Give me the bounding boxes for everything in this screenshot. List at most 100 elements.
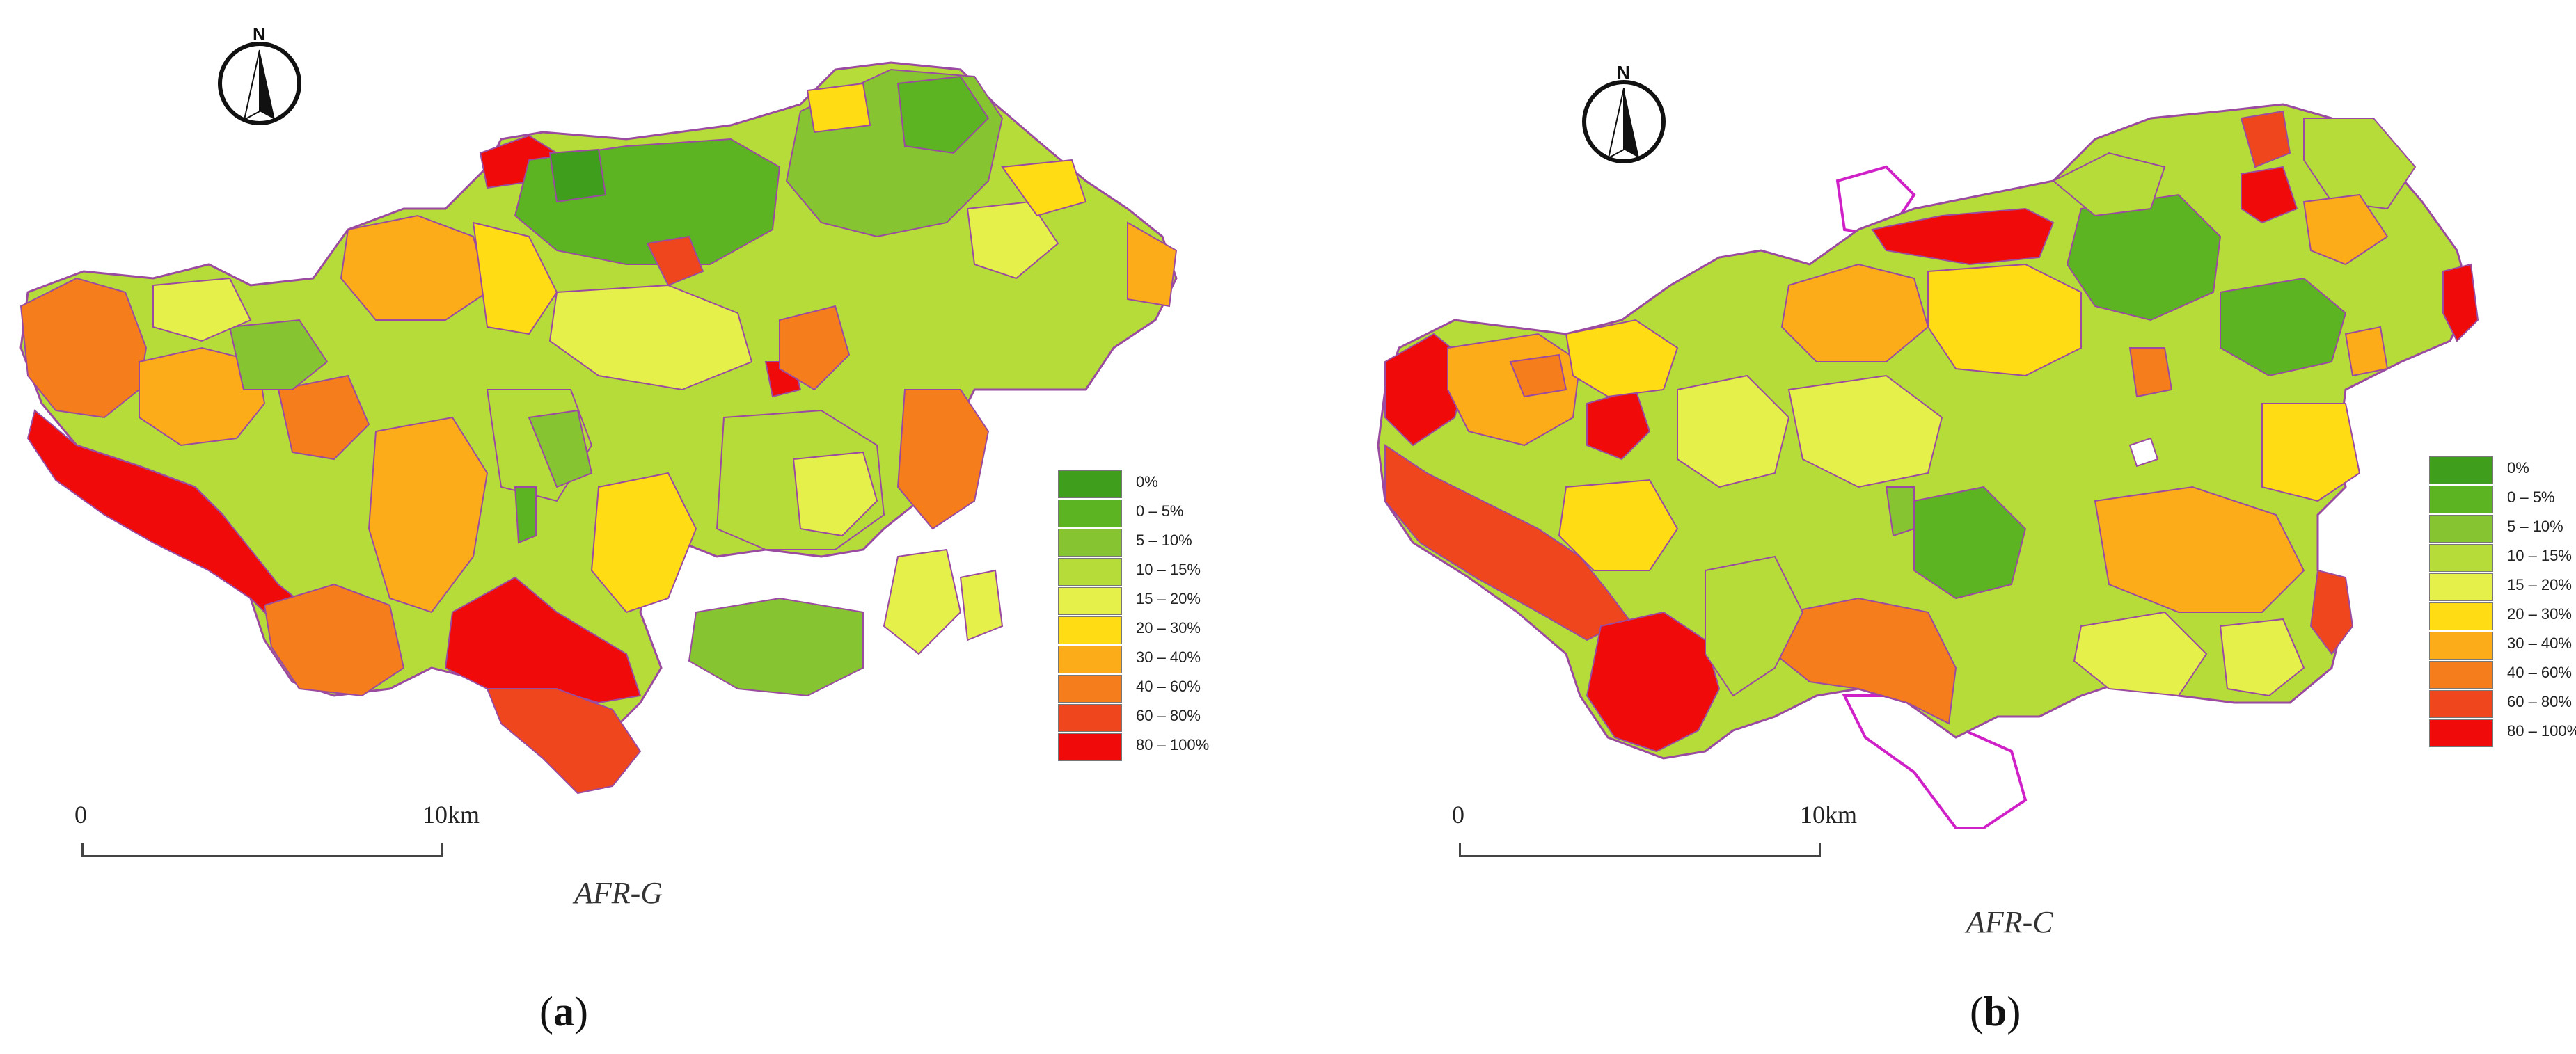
legend-swatch — [2429, 661, 2493, 689]
panel-label-open: ( — [539, 989, 553, 1035]
zone-20-30-b — [1565, 319, 1679, 398]
map-panel-a: N 0% 0 – 5% 5 – 10% 10 – 15% 15 – 20% 20… — [19, 24, 1209, 1036]
zone-40-60-a5 — [263, 583, 405, 697]
legend-item: 20 – 30% — [2429, 602, 2576, 630]
zone-40-60-b2 — [2344, 326, 2389, 377]
zone-30-40-b4 — [2094, 486, 2305, 613]
zone-40-60-b3 — [2128, 347, 2173, 398]
north-label-a: N — [253, 24, 266, 45]
zone-0-5-b3 — [1913, 486, 2027, 600]
zone-80-100-b6 — [1586, 611, 1721, 753]
scale-line — [1459, 843, 1821, 857]
legend-label: 5 – 10% — [1136, 532, 1192, 549]
zone-5-10-b — [1885, 486, 1915, 537]
panel-label-b: (b) — [1970, 988, 2021, 1036]
legend-swatch — [2429, 515, 2493, 543]
legend-item: 40 – 60% — [2429, 661, 2576, 689]
legend-item: 80 – 100% — [1058, 733, 1309, 761]
scale-zero-label: 0 — [74, 801, 87, 829]
zone-60-80-a3 — [486, 688, 642, 795]
legend-label: 60 – 80% — [1136, 707, 1201, 724]
legend-label: 20 – 30% — [2507, 605, 2572, 623]
legend-label: 80 – 100% — [2507, 722, 2576, 740]
legend-swatch — [1058, 616, 1122, 644]
legend-label: 0 – 5% — [2507, 488, 2555, 506]
zone-60-80-b — [1384, 444, 1630, 641]
zone-15-20-b — [1677, 374, 1790, 488]
legend-swatch — [2429, 719, 2493, 747]
legend-item: 40 – 60% — [1058, 675, 1309, 703]
legend-swatch — [1058, 587, 1122, 615]
zone-0-5-a2 — [896, 75, 990, 154]
legend-swatch — [1058, 470, 1122, 498]
legend-item: 0% — [1058, 470, 1309, 498]
zone-20-30-a — [1001, 159, 1087, 217]
legend-item: 30 – 40% — [2429, 632, 2576, 660]
zone-20-30-b2 — [1927, 263, 2082, 377]
legend-label: 30 – 40% — [2507, 634, 2572, 652]
scale-end-label: 10km — [1800, 801, 1858, 829]
zone-10-15-b — [2052, 152, 2166, 217]
legend-swatch — [2429, 486, 2493, 513]
scale-bar-b: 0 10km — [1452, 800, 1857, 863]
legend-swatch — [1058, 500, 1122, 527]
zone-5-10-a — [228, 319, 329, 390]
legend-a: 0% 0 – 5% 5 – 10% 10 – 15% 15 – 20% 20 –… — [1058, 470, 1309, 776]
legend-item: 0% — [2429, 456, 2576, 484]
zone-0-5-b2 — [2220, 277, 2347, 377]
legend-swatch — [2429, 573, 2493, 601]
zone-30-40-a4 — [368, 416, 489, 614]
zone-15-20-b3 — [2073, 611, 2208, 697]
north-arrow-a — [218, 42, 301, 125]
zone-15-20-b2 — [1787, 374, 1943, 488]
legend-item: 10 – 15% — [2429, 544, 2576, 572]
zone-30-40-a2 — [1127, 221, 1178, 308]
panel-label-close: ) — [2007, 989, 2021, 1035]
legend-label: 30 – 40% — [1136, 648, 1201, 666]
legend-label: 10 – 15% — [1136, 561, 1201, 578]
zone-15-20-a3 — [548, 284, 753, 391]
legend-label: 10 – 15% — [2507, 547, 2572, 564]
legend-label: 5 – 10% — [2507, 518, 2563, 535]
panel-label-open: ( — [1970, 989, 1984, 1035]
legend-label: 0% — [1136, 473, 1158, 490]
zone-15-20-a5 — [883, 548, 962, 655]
legend-swatch — [1058, 646, 1122, 673]
legend-swatch — [2429, 632, 2493, 660]
watershed-map-a: N — [19, 24, 1178, 795]
zone-80-100-b4 — [2241, 166, 2298, 224]
legend-swatch — [1058, 675, 1122, 703]
zone-80-100-b5 — [2442, 263, 2479, 342]
zone-15-20-b4 — [2219, 618, 2305, 697]
legend-label: 0 – 5% — [1136, 502, 1184, 520]
legend-label: 15 – 20% — [1136, 590, 1201, 607]
north-arrow-b — [1582, 80, 1666, 163]
legend-b: 0% 0 – 5% 5 – 10% 10 – 15% 15 – 20% 20 –… — [2429, 456, 2576, 762]
legend-item: 15 – 20% — [2429, 573, 2576, 601]
zone-15-20-a — [152, 277, 252, 342]
scale-line — [81, 843, 443, 857]
void-area-b — [2128, 437, 2159, 468]
panel-label-a: (a) — [539, 988, 588, 1036]
zone-5-10-a4 — [688, 597, 864, 697]
legend-item: 80 – 100% — [2429, 719, 2576, 747]
watershed-map-b: N — [1377, 62, 2479, 829]
zone-40-60-a2 — [277, 374, 370, 461]
map-title-a: AFR-G — [574, 876, 663, 910]
zone-60-80-b2 — [2240, 110, 2291, 168]
legend-label: 60 – 80% — [2507, 693, 2572, 710]
legend-item: 0 – 5% — [1058, 500, 1309, 527]
zone-40-60-b4 — [1773, 597, 1957, 725]
legend-item: 30 – 40% — [1058, 646, 1309, 673]
zone-30-40-b3 — [2302, 193, 2389, 266]
scale-end-label: 10km — [422, 801, 480, 829]
legend-swatch — [2429, 690, 2493, 718]
legend-swatch — [2429, 602, 2493, 630]
legend-swatch — [2429, 544, 2493, 572]
map-panel-b: N 0% 0 – 5% 5 – 10% 10 – 15% 15 – 20% 20… — [1357, 0, 2576, 1054]
legend-swatch — [1058, 733, 1122, 761]
north-label-b: N — [1617, 62, 1630, 83]
zone-15-20-a4 — [792, 451, 878, 537]
zone-20-30-a4 — [590, 472, 697, 614]
zone-40-60-b — [1509, 353, 1567, 398]
